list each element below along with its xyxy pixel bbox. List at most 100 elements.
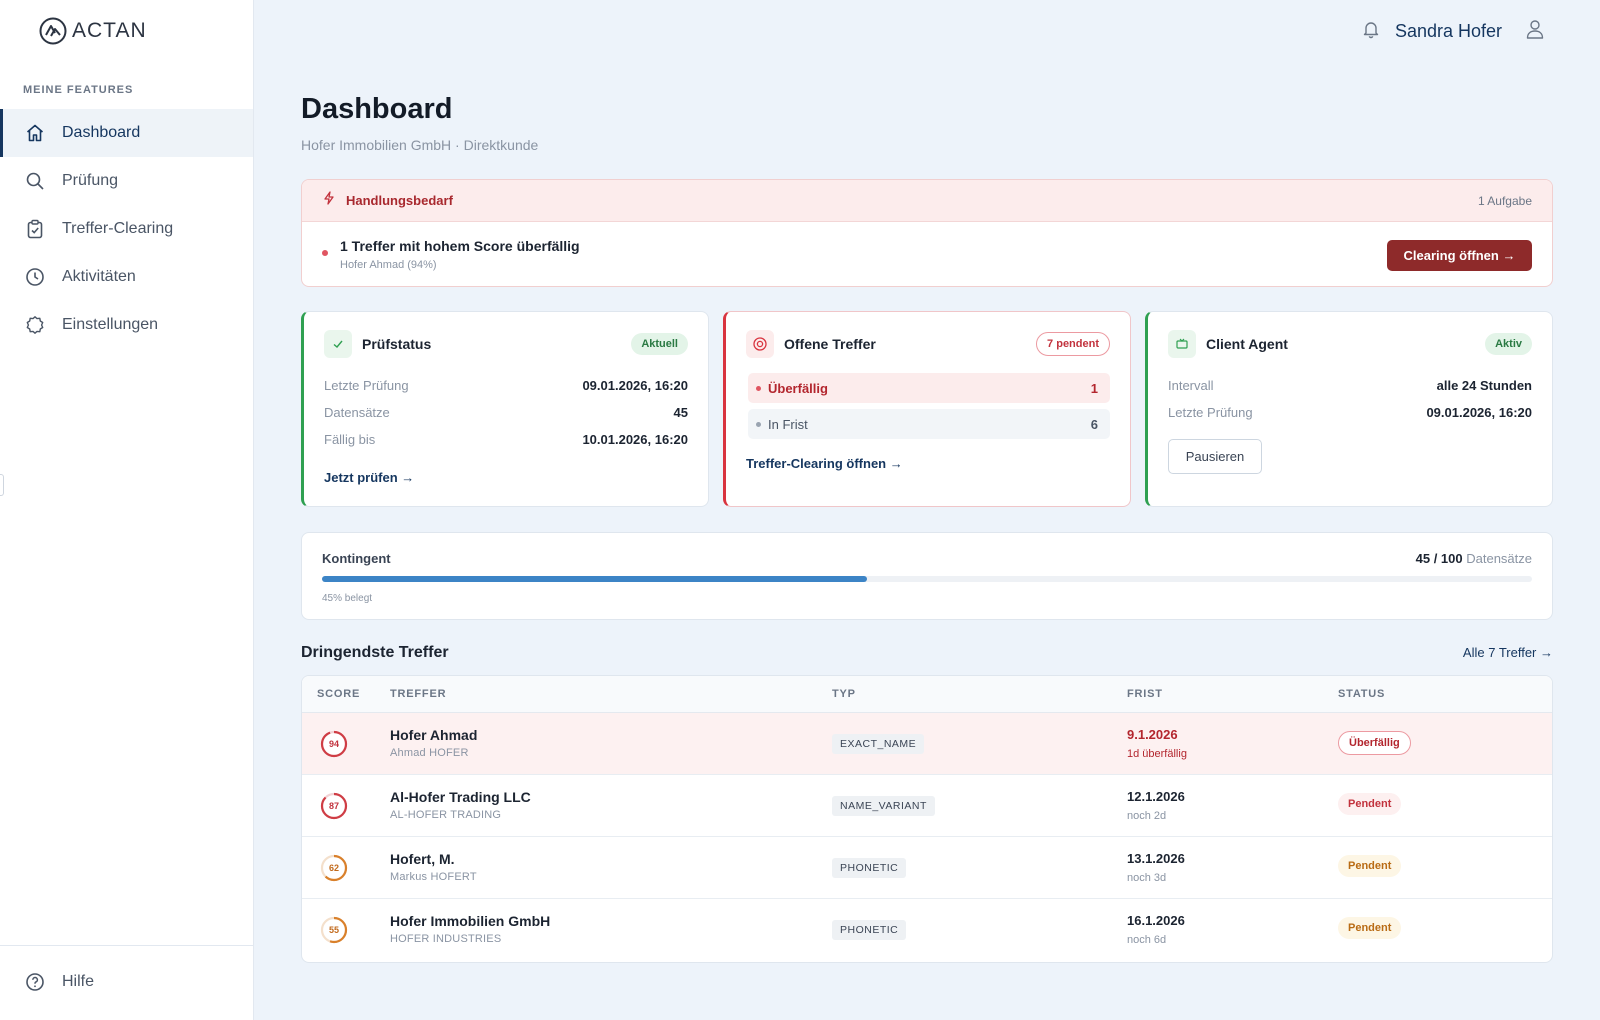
sidebar-item-treffer-clearing[interactable]: Treffer-Clearing xyxy=(0,205,253,253)
row-label: Überfällig xyxy=(768,380,828,396)
sidebar-section-label: MEINE FEATURES xyxy=(23,84,134,96)
column-header-typ[interactable]: TYP xyxy=(832,688,856,700)
sidebar-item-aktivitaeten[interactable]: Aktivitäten xyxy=(0,253,253,301)
kv-label: Intervall xyxy=(1168,378,1214,393)
sidebar-item-label: Prüfung xyxy=(62,172,119,189)
sidebar-item-pruefung[interactable]: Prüfung xyxy=(0,157,253,205)
quota-progress-fill xyxy=(322,576,867,582)
match-type-tag: PHONETIC xyxy=(832,858,907,878)
all-hits-link[interactable]: Alle 7 Treffer → xyxy=(1462,645,1553,660)
kv-value: 09.01.2026, 16:20 xyxy=(1426,405,1532,420)
column-header-treffer[interactable]: TREFFER xyxy=(390,688,447,700)
alert-message: 1 Treffer mit hohem Score überfällig xyxy=(340,238,580,254)
hit-sub: AL-HOFER TRADING xyxy=(390,809,502,821)
table-row[interactable]: 62 Hofert, M. Markus HOFERT PHONETIC 13.… xyxy=(302,837,1552,899)
row-count: 1 xyxy=(1090,380,1098,396)
logo-text: ACTAN xyxy=(72,19,147,42)
status-badge: Überfällig xyxy=(1338,731,1411,755)
kv-row: Intervall alle 24 Stunden xyxy=(1168,378,1532,393)
kv-value: alle 24 Stunden xyxy=(1436,378,1532,393)
table-row[interactable]: 55 Hofer Immobilien GmbH HOFER INDUSTRIE… xyxy=(302,899,1552,961)
user-area: Sandra Hofer xyxy=(1361,18,1546,45)
status-badge: Aktuell xyxy=(631,333,688,355)
check-now-link[interactable]: Jetzt prüfen → xyxy=(324,470,415,485)
kv-value: 10.01.2026, 16:20 xyxy=(582,432,688,447)
search-icon xyxy=(24,170,46,192)
sidebar-item-dashboard[interactable]: Dashboard xyxy=(0,109,253,157)
hits-table: SCORE TREFFER TYP FRIST STATUS 94 Hofer … xyxy=(301,675,1553,963)
card-header: Offene Treffer 7 pendent xyxy=(746,330,1110,358)
kv-label: Fällig bis xyxy=(324,432,376,447)
actan-logo-icon xyxy=(39,17,67,45)
kv-value: 45 xyxy=(673,405,688,420)
alert-title: Handlungsbedarf xyxy=(346,193,453,208)
quota-label: Kontingent xyxy=(322,551,391,566)
score-value: 87 xyxy=(328,801,339,811)
kv-value: 09.01.2026, 16:20 xyxy=(582,378,688,393)
column-header-score[interactable]: SCORE xyxy=(317,688,361,700)
match-type-tag: NAME_VARIANT xyxy=(832,796,935,816)
status-badge: Pendent xyxy=(1338,917,1402,939)
quota-progress-track xyxy=(322,576,1532,582)
status-dot xyxy=(756,385,761,391)
pause-button[interactable]: Pausieren xyxy=(1168,439,1262,474)
score-ring: 62 xyxy=(319,853,349,883)
row-label: In Frist xyxy=(768,416,808,432)
card-offene-treffer: Offene Treffer 7 pendent Überfällig 1 In… xyxy=(723,311,1131,507)
kv-label: Letzte Prüfung xyxy=(324,378,409,393)
sidebar-footer: Hilfe xyxy=(0,945,253,1018)
status-badge: Pendent xyxy=(1338,855,1402,877)
user-name[interactable]: Sandra Hofer xyxy=(1394,21,1502,41)
deadline-date: 16.1.2026 xyxy=(1127,913,1185,928)
sidebar-item-label: Hilfe xyxy=(62,973,95,990)
table-header: SCORE TREFFER TYP FRIST STATUS xyxy=(302,676,1552,713)
score-ring: 55 xyxy=(319,915,349,945)
page-subtitle: Hofer Immobilien GmbH · Direktkunde xyxy=(301,137,539,153)
open-treffer-clearing-link[interactable]: Treffer-Clearing öffnen → xyxy=(746,456,903,471)
deadline-sub: 1d überfällig xyxy=(1127,748,1187,760)
kv-row: Fällig bis 10.01.2026, 16:20 xyxy=(324,432,688,447)
row-count: 6 xyxy=(1090,416,1098,432)
kv-row: Datensätze 45 xyxy=(324,405,688,420)
alert-body: 1 Treffer mit hohem Score überfällig Hof… xyxy=(302,222,1552,286)
home-icon xyxy=(24,122,46,144)
hit-name: Hofer Ahmad xyxy=(390,727,478,743)
card-header: Prüfstatus Aktuell xyxy=(324,330,688,358)
user-icon[interactable] xyxy=(1524,18,1546,45)
bell-icon[interactable] xyxy=(1361,19,1381,44)
card-title: Prüfstatus xyxy=(362,336,432,352)
status-badge: Pendent xyxy=(1338,793,1402,815)
deadline-date: 9.1.2026 xyxy=(1127,727,1178,742)
hit-name: Hofert, M. xyxy=(390,851,455,867)
kv-row: Letzte Prüfung 09.01.2026, 16:20 xyxy=(324,378,688,393)
match-type-tag: EXACT_NAME xyxy=(832,734,925,754)
monitor-icon xyxy=(1168,330,1196,358)
open-clearing-button[interactable]: Clearing öffnen → xyxy=(1387,240,1532,271)
clipboard-check-icon xyxy=(24,218,46,240)
card-title: Client Agent xyxy=(1206,336,1288,352)
table-row[interactable]: 87 Al-Hofer Trading LLC AL-HOFER TRADING… xyxy=(302,775,1552,837)
in-deadline-row[interactable]: In Frist 6 xyxy=(748,409,1110,439)
sidebar-item-hilfe[interactable]: Hilfe xyxy=(0,946,253,1018)
logo[interactable]: ACTAN xyxy=(38,16,147,46)
gear-icon xyxy=(24,314,46,336)
kv-label: Letzte Prüfung xyxy=(1168,405,1253,420)
score-value: 62 xyxy=(328,863,339,873)
kv-row: Letzte Prüfung 09.01.2026, 16:20 xyxy=(1168,405,1532,420)
card-title: Offene Treffer xyxy=(784,336,876,352)
alert-header: Handlungsbedarf 1 Aufgabe xyxy=(302,180,1552,222)
hit-sub: Markus HOFERT xyxy=(390,871,477,883)
table-row[interactable]: 94 Hofer Ahmad Ahmad HOFER EXACT_NAME 9.… xyxy=(302,713,1552,775)
score-value: 94 xyxy=(328,739,339,749)
sidebar-collapse-handle[interactable] xyxy=(0,474,4,496)
sidebar-item-label: Dashboard xyxy=(62,124,141,141)
hit-sub: Ahmad HOFER xyxy=(390,747,469,759)
alert-detail: Hofer Ahmad (94%) xyxy=(340,259,437,271)
quota-unit: Datensätze xyxy=(1466,551,1532,566)
column-header-frist[interactable]: FRIST xyxy=(1127,688,1163,700)
sidebar-item-einstellungen[interactable]: Einstellungen xyxy=(0,301,253,349)
clock-icon xyxy=(24,266,46,288)
column-header-status[interactable]: STATUS xyxy=(1338,688,1386,700)
overdue-row[interactable]: Überfällig 1 xyxy=(748,373,1110,403)
help-circle-icon xyxy=(24,971,46,993)
